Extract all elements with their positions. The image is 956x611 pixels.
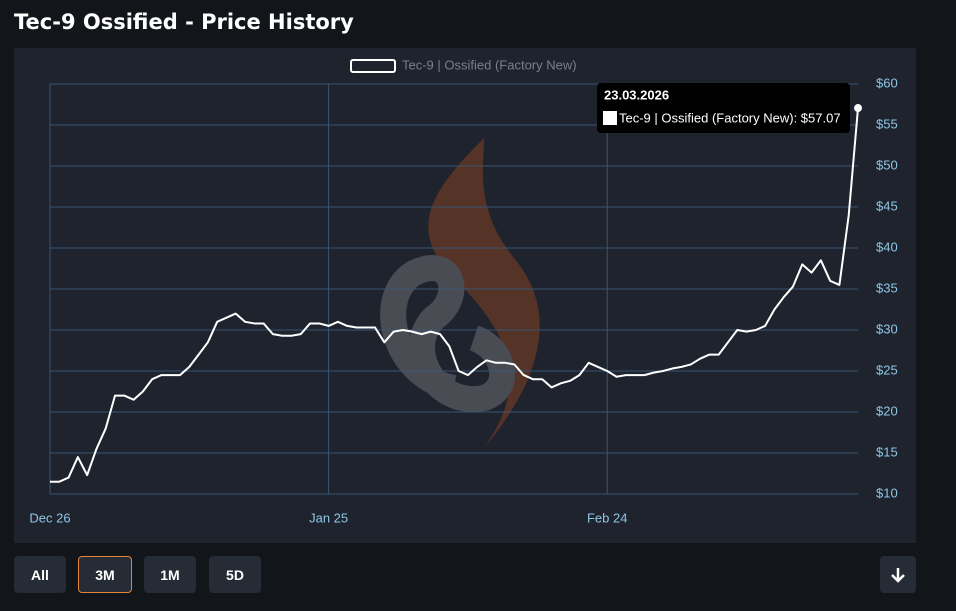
download-button[interactable] xyxy=(880,556,916,593)
x-tick-label: Dec 26 xyxy=(29,510,70,525)
download-icon xyxy=(891,567,905,583)
y-tick-label: $15 xyxy=(876,444,898,459)
y-tick-label: $50 xyxy=(876,157,898,172)
tooltip-swatch xyxy=(603,111,617,125)
legend: Tec-9 | Ossified (Factory New) xyxy=(350,57,577,73)
range-button[interactable]: 1M xyxy=(144,556,196,593)
hover-point xyxy=(854,104,862,113)
range-button[interactable]: 3M xyxy=(78,556,132,593)
y-tick-label: $10 xyxy=(876,485,898,500)
plot-layer: $10 $15 $20 $25 $30 $35 $40 $45 $50 $55 $60 Dec 26 J… xyxy=(29,75,897,525)
legend-label: Tec-9 | Ossified (Factory New) xyxy=(402,57,577,72)
chart: $10 $15 $20 $25 $30 $35 $40 $45 $50 $55 $60 Dec 26 J… xyxy=(14,48,916,543)
tooltip-text: Tec-9 | Ossified (Factory New): $57.07 xyxy=(619,110,841,125)
y-tick-label: $30 xyxy=(876,321,898,336)
tooltip-box xyxy=(597,83,850,133)
y-tick-label: $60 xyxy=(876,75,898,90)
page-title: Tec-9 Ossified - Price History xyxy=(14,10,354,34)
range-button[interactable]: All xyxy=(14,556,66,593)
y-tick-label: $35 xyxy=(876,280,898,295)
range-button[interactable]: 5D xyxy=(209,556,261,593)
y-tick-label: $45 xyxy=(876,198,898,213)
legend-swatch xyxy=(350,59,396,73)
tooltip: 23.03.2026 Tec-9 | Ossified (Factory New… xyxy=(597,83,850,133)
x-tick-label: Jan 25 xyxy=(309,510,348,525)
y-tick-label: $20 xyxy=(876,403,898,418)
tooltip-title: 23.03.2026 xyxy=(604,87,669,102)
y-tick-label: $25 xyxy=(876,362,898,377)
y-tick-label: $55 xyxy=(876,116,898,131)
y-tick-label: $40 xyxy=(876,239,898,254)
x-tick-label: Feb 24 xyxy=(587,510,627,525)
price-line xyxy=(50,107,859,483)
